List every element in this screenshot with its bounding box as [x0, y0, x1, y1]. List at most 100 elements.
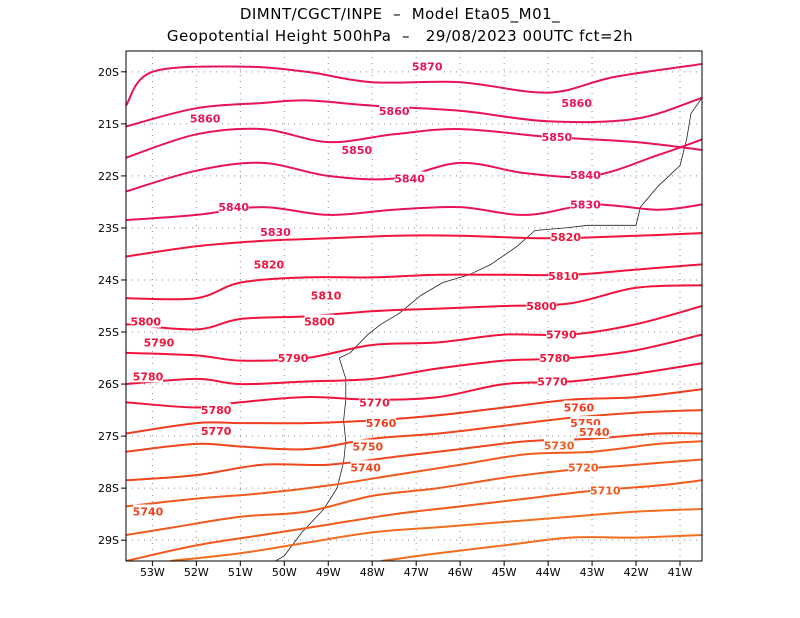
contour-label-bg — [561, 96, 592, 110]
chart-title-line1: DIMNT/CGCT/INPE – Model Eta05_M01_ — [239, 5, 561, 23]
contour-label-5840: 5840 — [570, 169, 601, 182]
contour-5800 — [126, 284, 702, 331]
y-tick-label: 20S — [98, 66, 119, 79]
contour-label-5850: 5850 — [542, 131, 573, 144]
y-tick-label: 22S — [98, 170, 119, 183]
y-axis-ticks: 20S 21S 22S 23S 24S 25S 26S 27S 28S 29S — [98, 66, 126, 547]
y-tick-label: 27S — [98, 430, 119, 443]
contour-label-bg — [550, 229, 581, 243]
contour-5730 — [126, 440, 702, 508]
contour-5850 — [126, 127, 702, 159]
x-tick-label: 49W — [316, 566, 341, 579]
contour-label-5710: 5710 — [590, 485, 621, 498]
contour-label-bg — [526, 299, 557, 312]
contour-label-bg — [359, 395, 390, 409]
contour-label-bg — [260, 225, 291, 239]
contour-label-bg — [218, 200, 249, 214]
y-tick-label: 28S — [98, 482, 119, 495]
contour-label-5820: 5820 — [254, 258, 285, 271]
contour-label-5860: 5860 — [190, 113, 221, 126]
contour-label-5780: 5780 — [539, 352, 570, 365]
x-tick-label: 53W — [140, 566, 165, 579]
contour-5840 — [126, 138, 702, 193]
contour-label-bg — [201, 403, 232, 417]
contour-label-5780: 5780 — [133, 370, 164, 383]
contour-label-bg — [311, 288, 342, 302]
contour-label-5770: 5770 — [537, 375, 568, 388]
contour-label-5750: 5750 — [353, 441, 384, 454]
contour-label-5840: 5840 — [394, 173, 425, 186]
x-tick-label: 52W — [184, 566, 209, 579]
contour-label-5800: 5800 — [130, 316, 161, 329]
contour-5750 — [126, 409, 702, 453]
contour-label-bg — [548, 268, 579, 282]
contour-label-5850: 5850 — [342, 144, 373, 157]
x-tick-label: 41W — [668, 566, 693, 579]
plot-frame — [125, 50, 703, 562]
contour-label-bg — [132, 369, 163, 383]
y-tick-label: 24S — [98, 274, 119, 287]
x-tick-label: 50W — [272, 566, 297, 579]
contour-label-5810: 5810 — [548, 270, 579, 283]
contour-label-bg — [590, 483, 621, 497]
contour-label-5760: 5760 — [564, 401, 595, 414]
contour-label-bg — [579, 424, 610, 438]
chart-title-line2: Geopotential Height 500hPa – 29/08/2023 … — [166, 27, 634, 45]
contour-label-5740: 5740 — [133, 506, 164, 519]
contour-label-5770: 5770 — [201, 425, 232, 438]
contour-label-bg — [304, 314, 335, 328]
contour-5690 — [380, 534, 702, 561]
contour-label-5780: 5780 — [201, 404, 232, 417]
contour-5780 — [126, 333, 702, 386]
contour-label-5860: 5860 — [561, 97, 592, 110]
contour-label-bg — [253, 257, 284, 271]
contour-label-5770: 5770 — [359, 396, 390, 409]
contour-label-5800: 5800 — [304, 316, 335, 329]
contour-label-5840: 5840 — [218, 201, 249, 214]
contour-label-bg — [366, 416, 397, 430]
x-tick-label: 51W — [228, 566, 253, 579]
contour-label-5870: 5870 — [412, 61, 443, 74]
y-tick-label: 26S — [98, 378, 119, 391]
contour-label-5720: 5720 — [568, 461, 599, 474]
contour-label-bg — [546, 327, 577, 341]
x-tick-label: 45W — [492, 566, 517, 579]
y-tick-label: 21S — [98, 118, 119, 131]
contour-label-bg — [379, 103, 410, 117]
coastline-segment — [339, 97, 702, 359]
contour-label-bg — [278, 351, 309, 365]
x-tick-label: 46W — [448, 566, 473, 579]
contour-label-5830: 5830 — [260, 226, 291, 239]
contour-label-5740: 5740 — [350, 461, 381, 474]
contour-label-bg — [352, 439, 383, 453]
contour-label-5830: 5830 — [570, 199, 601, 212]
contour-label-5860: 5860 — [379, 105, 410, 118]
coastline-segment — [275, 357, 347, 561]
contour-label-bg — [190, 111, 221, 125]
x-tick-label: 43W — [580, 566, 605, 579]
contour-label-bg — [143, 335, 174, 349]
contour-label-bg — [568, 460, 599, 474]
contour-label-bg — [563, 400, 594, 414]
contour-label-5790: 5790 — [278, 352, 309, 365]
contour-label-bg — [201, 423, 232, 437]
contour-label-bg — [544, 438, 575, 452]
contour-label-bg — [539, 351, 570, 365]
y-tick-label: 23S — [98, 222, 119, 235]
contour-5810 — [126, 263, 702, 301]
coastline — [275, 97, 702, 561]
contour-label-bg — [132, 504, 163, 518]
contour-5740 — [126, 432, 702, 482]
x-tick-label: 48W — [360, 566, 385, 579]
contour-label-bg — [541, 129, 572, 143]
contour-5770 — [126, 362, 702, 409]
x-tick-label: 42W — [624, 566, 649, 579]
y-tick-label: 29S — [98, 534, 119, 547]
y-tick-label: 25S — [98, 326, 119, 339]
contour-label-bg — [341, 142, 372, 156]
contour-label-bg — [394, 171, 425, 185]
contour-5720 — [126, 458, 702, 536]
contour-label-bg — [350, 460, 381, 474]
contour-label-bg — [412, 59, 443, 73]
